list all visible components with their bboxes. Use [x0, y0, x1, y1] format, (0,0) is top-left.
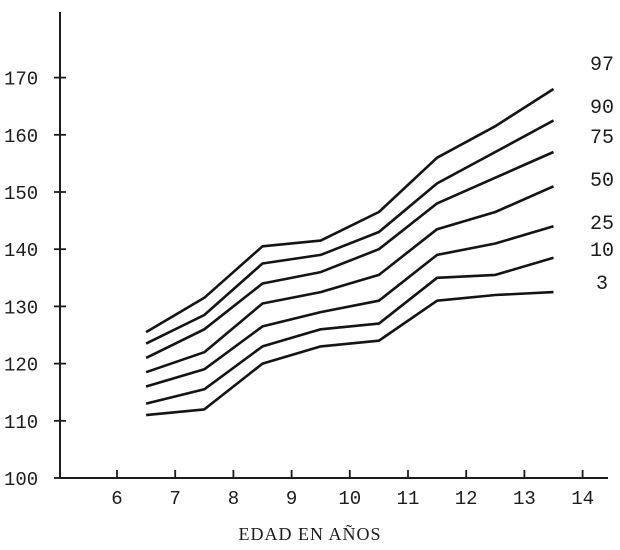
y-tick-label: 160: [4, 126, 38, 148]
series-label-p3: 3: [596, 273, 608, 296]
series-line-p97: [145, 87, 555, 334]
x-tick-label: 8: [228, 488, 239, 510]
series-line-p10: [145, 256, 554, 405]
y-ticks: 100 110 120 130 140 150 160 170: [4, 69, 66, 491]
x-ticks: 6 7 8 9 10 11 12 13 14: [111, 470, 594, 510]
y-tick-label: 150: [4, 183, 38, 205]
series-label-p90: 90: [590, 97, 614, 120]
y-tick-label: 100: [4, 469, 38, 491]
series-lines: [145, 87, 555, 417]
series-line-p90: [145, 119, 555, 345]
y-tick-label: 120: [4, 355, 38, 377]
x-tick-label: 14: [571, 488, 594, 510]
y-tick-label: 110: [4, 412, 38, 434]
series-label-p10: 10: [590, 240, 614, 263]
y-tick-label: 140: [4, 240, 38, 262]
series-labels: 97 90 75 50 25 10 3: [590, 54, 614, 296]
series-line-p3: [145, 290, 554, 417]
series-line-p75: [145, 150, 555, 360]
x-tick-label: 11: [397, 488, 420, 510]
y-tick-label: 130: [4, 297, 38, 319]
series-line-p25: [145, 225, 554, 388]
axes: [59, 12, 608, 479]
series-label-p25: 25: [590, 213, 614, 236]
x-tick-label: 9: [286, 488, 297, 510]
x-tick-label: 10: [338, 488, 361, 510]
x-tick-label: 7: [169, 488, 180, 510]
x-axis-label: EDAD EN AÑOS: [238, 523, 381, 544]
series-label-p97: 97: [590, 54, 614, 77]
y-tick-label: 170: [4, 69, 38, 91]
series-label-p75: 75: [590, 127, 614, 150]
series-label-p50: 50: [590, 170, 614, 193]
x-tick-label: 13: [513, 488, 536, 510]
x-tick-label: 12: [455, 488, 478, 510]
series-line-p50: [145, 185, 555, 374]
x-tick-label: 6: [111, 488, 122, 510]
